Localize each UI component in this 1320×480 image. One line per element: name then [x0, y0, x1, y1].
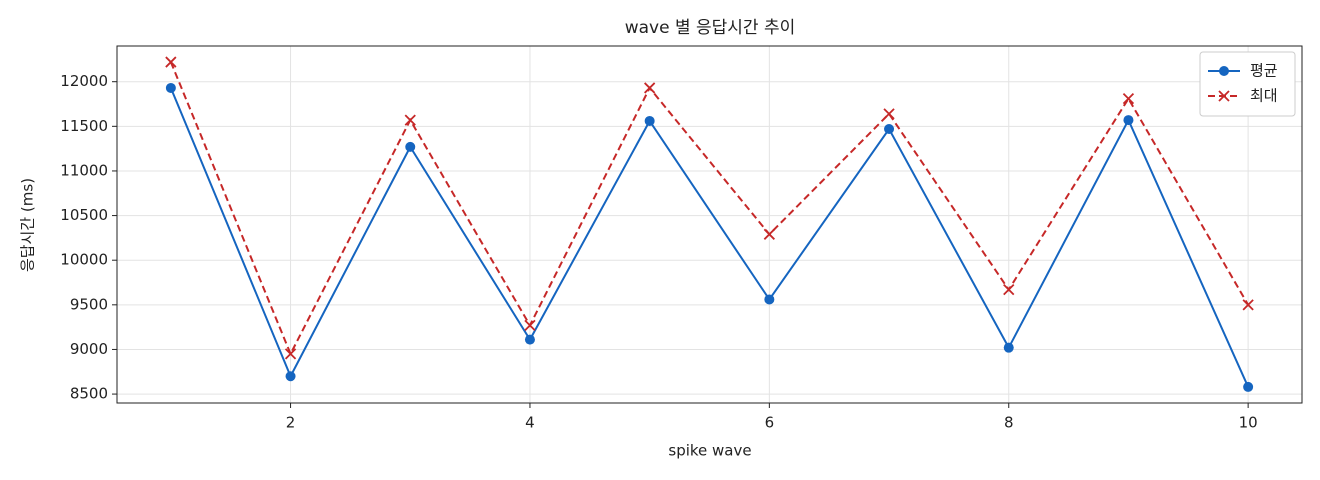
data-point	[284, 348, 297, 360]
data-point	[405, 141, 416, 152]
data-point	[1003, 342, 1014, 353]
y-tick-label: 11500	[60, 117, 108, 135]
y-tick-label: 11000	[60, 161, 108, 179]
data-point	[884, 124, 895, 135]
x-tick-label: 4	[525, 414, 535, 432]
x-axis-label: spike wave	[668, 442, 751, 460]
y-tick-label: 8500	[70, 385, 108, 403]
data-point	[285, 371, 296, 382]
series-line	[169, 61, 1250, 357]
data-point	[644, 115, 655, 126]
legend-label: 평균	[1250, 62, 1278, 80]
data-point	[165, 56, 177, 68]
data-point	[763, 228, 775, 240]
chart-title: wave 별 응답시간 추이	[625, 18, 796, 38]
series-line	[169, 87, 1250, 388]
y-tick-label: 10000	[60, 251, 108, 269]
legend-marker	[1219, 66, 1229, 76]
data-point	[524, 319, 536, 331]
data-point	[644, 82, 656, 94]
legend-box	[1199, 51, 1296, 117]
x-tick-label: 6	[765, 414, 775, 432]
y-tick-label: 10500	[60, 206, 108, 224]
y-tick-label: 9000	[70, 340, 108, 358]
x-tick-label: 8	[1004, 414, 1014, 432]
data-point	[1243, 381, 1254, 392]
x-tick-label: 10	[1239, 414, 1258, 432]
data-point	[1242, 299, 1254, 311]
data-point	[1122, 93, 1135, 105]
y-tick-label: 9500	[70, 295, 108, 313]
data-point	[165, 82, 176, 93]
x-tick-label: 2	[286, 414, 296, 432]
plot-frame	[116, 45, 1303, 404]
data-point	[883, 108, 895, 120]
data-point	[1123, 115, 1134, 126]
data-point	[404, 114, 416, 126]
data-point	[764, 294, 775, 305]
legend-label: 최대	[1250, 87, 1278, 105]
data-point	[1003, 284, 1015, 296]
data-point	[524, 334, 535, 345]
legend-marker	[1218, 90, 1230, 102]
y-axis-label: 응답시간 (ms)	[19, 178, 37, 272]
y-tick-label: 12000	[60, 72, 108, 90]
